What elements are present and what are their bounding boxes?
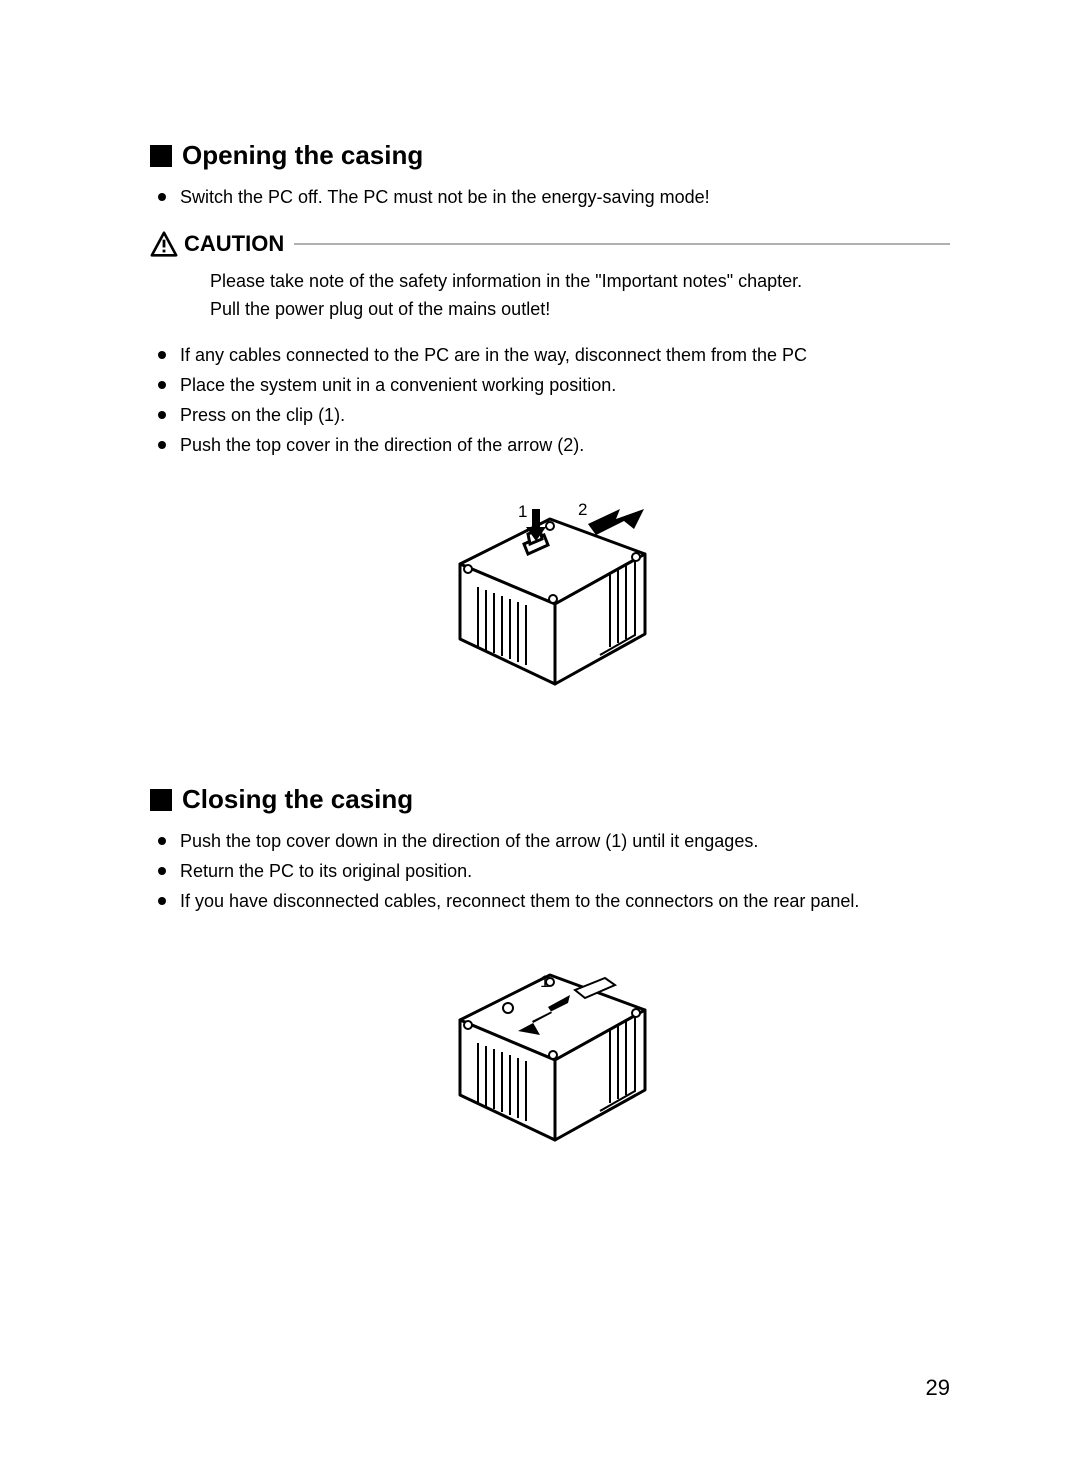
list-item: Switch the PC off. The PC must not be in… xyxy=(150,183,950,211)
page-number: 29 xyxy=(926,1375,950,1401)
callout-2: 2 xyxy=(578,500,587,519)
heading-closing: Closing the casing xyxy=(150,784,950,815)
pc-casing-close-diagram: 1 xyxy=(420,945,680,1155)
warning-triangle-icon xyxy=(150,231,178,257)
heading-bullet-icon xyxy=(150,145,172,167)
heading-opening-text: Opening the casing xyxy=(182,140,423,171)
caution-rule xyxy=(294,243,950,245)
list-item: Press on the clip (1). xyxy=(150,401,950,429)
opening-post-bullets: If any cables connected to the PC are in… xyxy=(150,341,950,459)
caution-line-1: Please take note of the safety informati… xyxy=(210,267,950,295)
closing-figure: 1 xyxy=(150,945,950,1160)
list-item: Push the top cover down in the direction… xyxy=(150,827,950,855)
callout-1b: 1 xyxy=(540,972,549,991)
list-item: Return the PC to its original position. xyxy=(150,857,950,885)
caution-line-2: Pull the power plug out of the mains out… xyxy=(210,295,950,323)
heading-opening: Opening the casing xyxy=(150,140,950,171)
closing-bullets: Push the top cover down in the direction… xyxy=(150,827,950,915)
list-item: If any cables connected to the PC are in… xyxy=(150,341,950,369)
pc-casing-open-diagram: 1 2 xyxy=(420,489,680,699)
opening-pre-bullets: Switch the PC off. The PC must not be in… xyxy=(150,183,950,211)
caution-body: Please take note of the safety informati… xyxy=(210,267,950,323)
opening-figure: 1 2 xyxy=(150,489,950,704)
callout-1: 1 xyxy=(518,502,527,521)
heading-closing-text: Closing the casing xyxy=(182,784,413,815)
list-item: Place the system unit in a convenient wo… xyxy=(150,371,950,399)
document-page: Opening the casing Switch the PC off. Th… xyxy=(0,0,1080,1471)
caution-heading: CAUTION xyxy=(150,231,950,257)
list-item: If you have disconnected cables, reconne… xyxy=(150,887,950,915)
heading-bullet-icon xyxy=(150,789,172,811)
caution-label: CAUTION xyxy=(184,231,284,257)
list-item: Push the top cover in the direction of t… xyxy=(150,431,950,459)
